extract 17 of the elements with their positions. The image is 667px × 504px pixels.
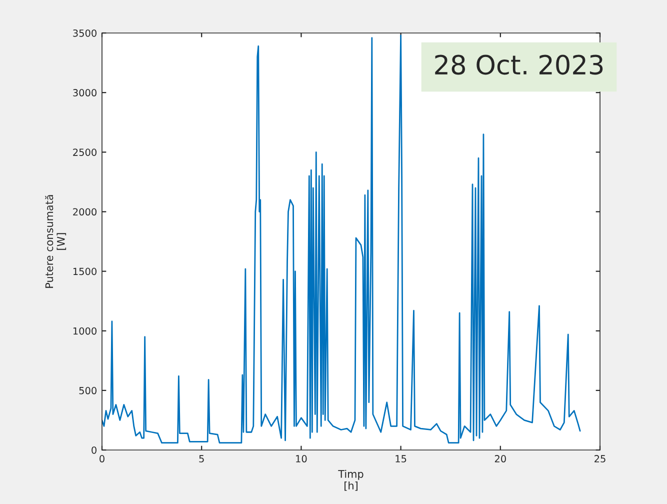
x-tick-label: 15 [396, 455, 406, 462]
x-tick-label: 10 [296, 455, 307, 462]
y-tick-label: 1000 [73, 327, 96, 335]
y-tick-label: 500 [79, 386, 96, 394]
x-tick-label: 5 [199, 455, 204, 462]
x-axis-title: Timp [h] [338, 470, 364, 491]
x-tick-label: 25 [594, 455, 606, 462]
y-tick-label: 3500 [73, 29, 96, 37]
y-tick-label: 1500 [73, 268, 96, 276]
annotation: 28 Oct. 2023 [435, 54, 603, 75]
y-tick-label: 2000 [73, 208, 96, 216]
y-tick-label: 2500 [73, 148, 96, 156]
y-tick-label: 3000 [73, 89, 96, 96]
y-tick-label: 0 [92, 446, 96, 454]
x-tick-label: 20 [494, 455, 506, 462]
y-axis-title: Putere consumată [W] [45, 195, 66, 288]
x-tick-label: 0 [100, 455, 104, 462]
